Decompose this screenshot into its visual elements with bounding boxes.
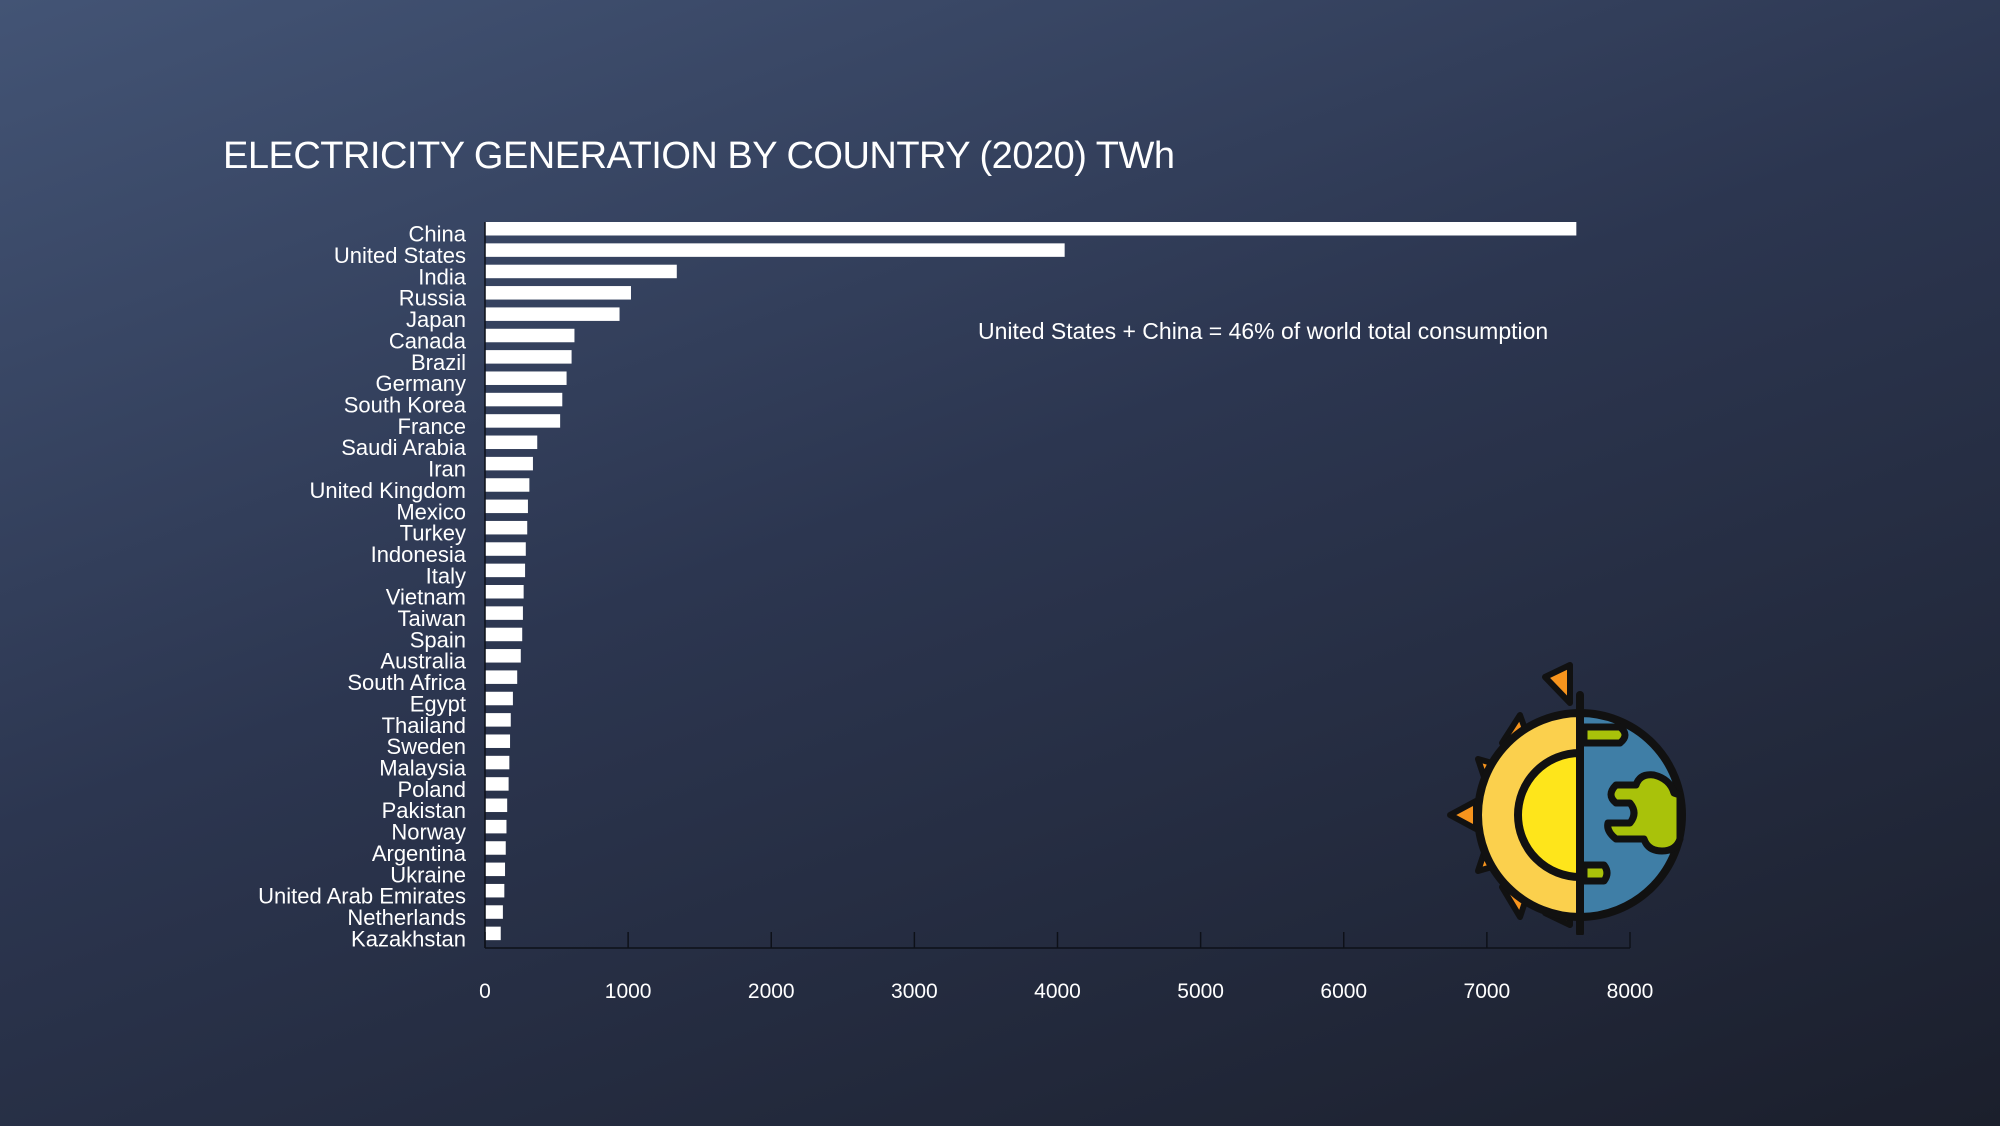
category-label-taiwan: Taiwan <box>398 606 466 631</box>
bar-ukraine <box>485 862 506 877</box>
bar-norway <box>485 819 507 834</box>
category-label-france: France <box>398 414 466 439</box>
bar-taiwan <box>485 606 523 620</box>
category-label-united-states: United States <box>334 243 466 268</box>
bar-iran <box>485 456 533 471</box>
category-label-poland: Poland <box>397 777 466 802</box>
bar-thailand <box>485 713 511 727</box>
category-label-turkey: Turkey <box>400 521 466 546</box>
category-label-australia: Australia <box>380 649 466 674</box>
bar-united-arab-emirates <box>485 883 505 898</box>
category-label-saudi-arabia: Saudi Arabia <box>341 435 467 460</box>
x-axis: 0 1000 2000 3000 4000 5000 6000 7000 8000 <box>479 932 1653 1003</box>
bar-brazil <box>485 350 572 364</box>
category-label-malaysia: Malaysia <box>379 756 467 781</box>
chart-title: ELECTRICITY GENERATION BY COUNTRY (2020)… <box>223 135 1175 177</box>
x-tick-label-6000: 6000 <box>1320 980 1367 1003</box>
category-label-mexico: Mexico <box>396 499 466 524</box>
bar-spain <box>485 627 523 642</box>
category-label-united-arab-emirates: United Arab Emirates <box>258 884 466 909</box>
category-label-pakistan: Pakistan <box>382 798 466 823</box>
category-label-kazakhstan: Kazakhstan <box>351 926 466 951</box>
x-tick-label-0: 0 <box>479 980 491 1003</box>
bar-sweden <box>485 734 511 748</box>
x-tick-label-3000: 3000 <box>891 980 938 1003</box>
chart-annotation: United States + China = 46% of world tot… <box>978 318 1549 344</box>
category-label-ukraine: Ukraine <box>390 862 466 887</box>
bar-pakistan <box>485 798 508 813</box>
bar-germany <box>485 371 567 385</box>
category-label-india: India <box>418 264 466 289</box>
bar-malaysia <box>485 755 510 770</box>
category-label-netherlands: Netherlands <box>347 905 466 930</box>
bar-argentina <box>485 841 506 855</box>
bar-turkey <box>485 520 528 535</box>
category-label-russia: Russia <box>399 286 467 311</box>
x-tick-label-4000: 4000 <box>1034 980 1081 1003</box>
bar-indonesia <box>485 542 526 556</box>
category-label-norway: Norway <box>391 820 466 845</box>
category-label-iran: Iran <box>428 457 466 482</box>
category-label-argentina: Argentina <box>372 841 467 866</box>
category-label-china: China <box>409 222 467 247</box>
x-tick-label-7000: 7000 <box>1464 980 1511 1003</box>
category-label-sweden: Sweden <box>386 734 466 759</box>
category-label-spain: Spain <box>410 627 466 652</box>
bar-kazakhstan <box>485 926 501 941</box>
x-tick-label-8000: 8000 <box>1607 980 1654 1003</box>
category-label-united-kingdom: United Kingdom <box>309 478 466 503</box>
category-label-thailand: Thailand <box>382 713 466 738</box>
bar-vietnam <box>485 585 524 599</box>
bar-france <box>485 414 561 428</box>
category-label-south-korea: South Korea <box>344 393 467 418</box>
bar-south-africa <box>485 670 518 684</box>
category-label-japan: Japan <box>406 307 466 332</box>
category-label-brazil: Brazil <box>411 350 466 375</box>
bar-japan <box>485 307 620 321</box>
bar-mexico <box>485 499 528 514</box>
x-tick-label-2000: 2000 <box>748 980 795 1003</box>
category-label-indonesia: Indonesia <box>371 542 467 567</box>
bar-china <box>485 222 1577 236</box>
bar-egypt <box>485 691 513 706</box>
category-label-vietnam: Vietnam <box>386 585 466 610</box>
category-label-egypt: Egypt <box>410 691 466 716</box>
bar-netherlands <box>485 905 503 919</box>
category-label-germany: Germany <box>376 371 466 396</box>
category-label-italy: Italy <box>426 563 466 588</box>
bar-poland <box>485 777 509 791</box>
bar-south-korea <box>485 392 563 407</box>
bars-group <box>485 222 1577 941</box>
x-tick-label-5000: 5000 <box>1177 980 1224 1003</box>
bar-canada <box>485 328 575 343</box>
sun-earth-icon <box>1447 662 1686 935</box>
bar-russia <box>485 286 631 300</box>
category-label-canada: Canada <box>389 328 467 353</box>
bar-italy <box>485 563 526 578</box>
bar-saudi-arabia <box>485 435 538 450</box>
bar-india <box>485 264 677 279</box>
bar-united-kingdom <box>485 478 530 492</box>
bar-australia <box>485 649 521 663</box>
category-label-south-africa: South Africa <box>347 670 466 695</box>
x-tick-label-1000: 1000 <box>605 980 652 1003</box>
bar-united-states <box>485 243 1065 257</box>
